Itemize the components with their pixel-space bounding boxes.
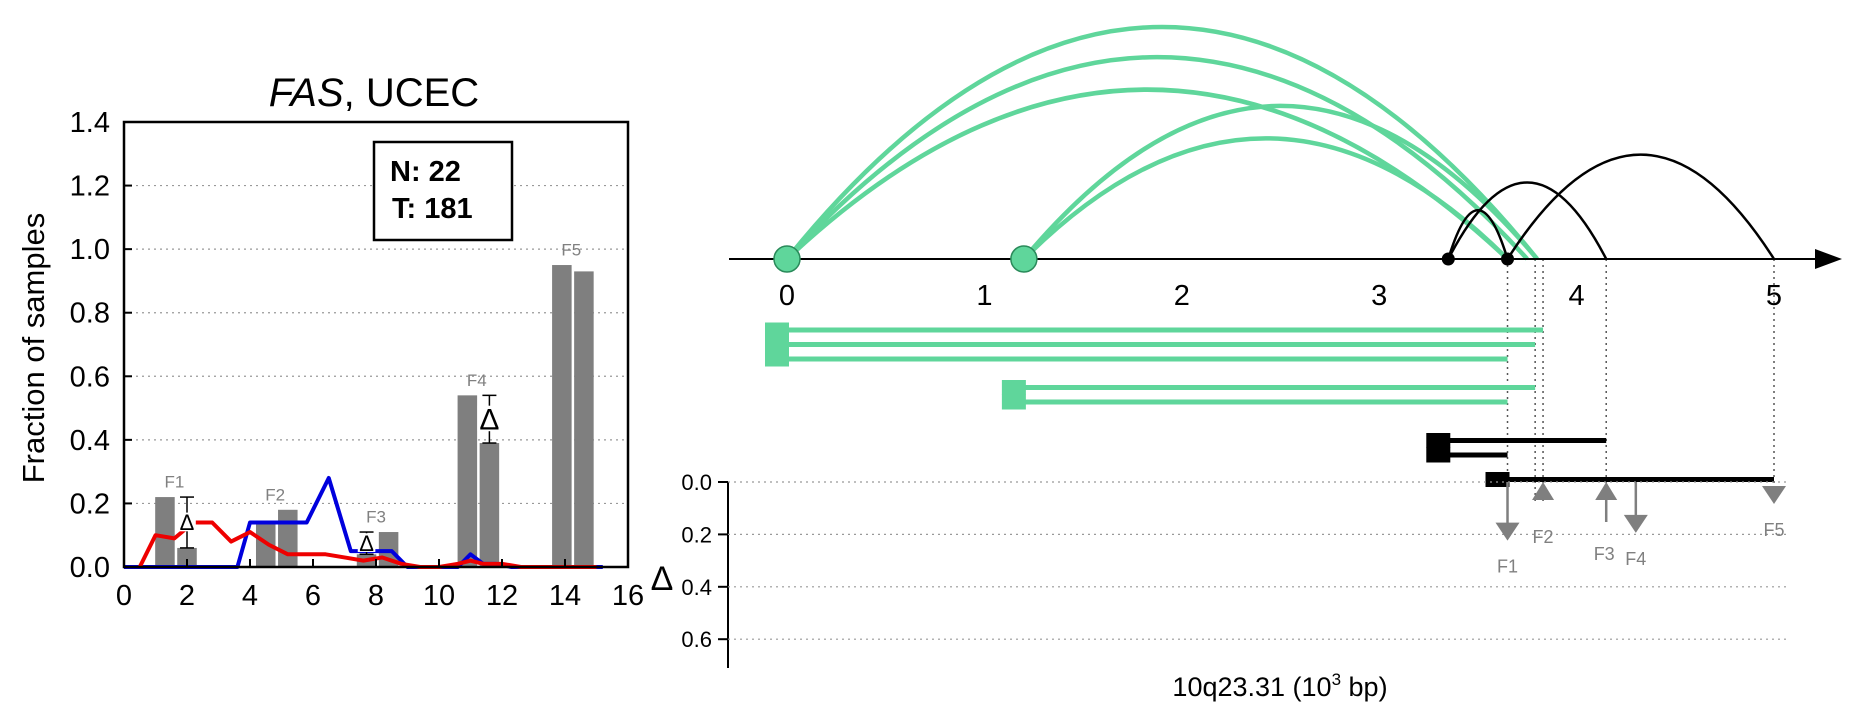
delta-marker-label: F3	[1594, 544, 1615, 564]
delta-marker-down	[1762, 486, 1786, 504]
x-tick-label: 5	[1766, 280, 1782, 312]
feature-labels: F1 F2 F3 F4 F5	[164, 241, 581, 527]
junction-arc	[1447, 181, 1608, 260]
delta-symbol: Δ	[479, 404, 499, 437]
x-axis-label: 10q23.31 (103 bp)	[1172, 670, 1387, 702]
delta-marker-up	[1595, 482, 1618, 500]
x-tick-label: 6	[305, 580, 321, 612]
isoform-start-block	[1001, 394, 1026, 410]
delta-marker-down	[1495, 522, 1520, 541]
junction-arc	[785, 24, 1539, 261]
x-tick-label: 0	[779, 280, 795, 312]
isoform-start-block	[765, 351, 789, 367]
normal-count: N: 22	[390, 156, 461, 188]
delta-y-tick-label: 0.0	[681, 470, 712, 495]
y-tick-label: 0.6	[70, 361, 110, 393]
junction-nodes	[773, 245, 1515, 273]
delta-marker-down	[1623, 514, 1648, 533]
y-axis-label: Fraction of samples	[16, 213, 51, 484]
tumor-count: T: 181	[392, 193, 473, 225]
x-tick-label: 1	[976, 280, 992, 312]
bar	[574, 271, 594, 567]
delta-marker-label: F5	[1763, 520, 1784, 540]
green-node	[1010, 245, 1038, 273]
delta-symbol-bg	[357, 533, 376, 552]
delta-marker-label: F1	[1497, 557, 1518, 577]
y-tick-label: 1.4	[70, 107, 110, 139]
junction-arc	[1506, 153, 1776, 260]
x-axis-ticks: 0 2 4 6 8 10 12 14 16	[116, 559, 644, 612]
delta-marker-up	[1532, 482, 1555, 500]
isoform-start-block	[1001, 380, 1026, 395]
x-tick-label: 4	[1569, 280, 1585, 312]
chart-title: FAS, UCEC	[269, 71, 479, 115]
isoform-start-block	[765, 322, 789, 338]
y-tick-label: 0.8	[70, 298, 110, 330]
delta-symbol: Δ	[359, 531, 374, 556]
x-tick-label: 10	[423, 580, 455, 612]
axis-arrowhead	[1815, 249, 1842, 269]
guide-lines	[1506, 259, 1775, 505]
bar	[457, 395, 478, 567]
junction-arc	[1022, 136, 1510, 261]
junction-arc	[1447, 209, 1509, 260]
x-tick-label: 2	[179, 580, 195, 612]
x-axis-ticks: 0 1 2 3 4 5	[779, 280, 1782, 312]
y-tick-label: 0.2	[70, 488, 110, 520]
sample-count-box: N: 22 T: 181	[372, 140, 514, 242]
feature-label: F5	[561, 241, 581, 260]
delta-symbol-bg	[477, 405, 502, 432]
green-node	[773, 245, 801, 273]
delta-y-tick-label: 0.2	[681, 522, 712, 547]
isoform-start-block	[1485, 472, 1510, 487]
x-tick-label: 12	[486, 580, 518, 612]
delta-y-tick-label: 0.6	[681, 627, 712, 652]
junction-arc	[785, 54, 1529, 261]
delta-symbol-bg	[178, 512, 196, 532]
feature-label: F1	[164, 473, 184, 492]
genomic-axis	[729, 249, 1842, 269]
bar	[479, 443, 500, 567]
delta-markers: F1 F2 F3 F4 F5	[1495, 482, 1786, 577]
feature-label: F2	[265, 485, 285, 504]
x-tick-label: 8	[368, 580, 384, 612]
bar-chart-panel: FAS, UCEC Fraction of samples Δ Δ Δ F1 F2 F3…	[16, 71, 644, 612]
delta-marker-label: F2	[1533, 527, 1554, 547]
junction-arcs	[785, 24, 1776, 261]
feature-label: F4	[467, 371, 487, 390]
x-tick-label: 0	[116, 580, 132, 612]
y-axis-ticks: 0.0 0.2 0.4 0.6 0.8 1.0 1.2 1.4	[70, 107, 132, 584]
x-tick-label: 4	[242, 580, 258, 612]
delta-y-tick-label: 0.4	[681, 575, 712, 600]
bar	[278, 509, 298, 567]
isoform-segments	[765, 322, 1774, 487]
bar	[552, 265, 572, 567]
black-node	[1441, 252, 1455, 266]
x-tick-label: 2	[1174, 280, 1190, 312]
delta-markers: Δ Δ Δ	[178, 394, 502, 556]
y-tick-label: 1.0	[70, 234, 110, 266]
splice-diagram-panel: 0 1 2 3 4 5 0.0 0.2 0.4 0.6 Δ F1 F2 F3 F4 F5 10q23.3…	[651, 24, 1842, 702]
delta-marker-label: F4	[1625, 549, 1646, 569]
y-tick-label: 0.0	[70, 552, 110, 584]
y-tick-label: 1.2	[70, 171, 110, 203]
isoform-start-block	[1426, 447, 1451, 463]
feature-label: F3	[366, 508, 386, 527]
bar	[155, 497, 175, 567]
delta-axis-label: Δ	[651, 560, 674, 598]
delta-symbol: Δ	[180, 510, 195, 535]
isoform-start-block	[1426, 433, 1451, 448]
isoform-start-block	[765, 337, 789, 352]
delta-panel: 0.0 0.2 0.4 0.6 Δ F1 F2 F3 F4 F5	[651, 470, 1790, 668]
y-tick-label: 0.4	[70, 425, 110, 457]
x-tick-label: 16	[612, 580, 644, 612]
x-tick-label: 14	[549, 580, 581, 612]
delta-y-ticks: 0.0 0.2 0.4 0.6	[681, 470, 728, 652]
black-node	[1501, 252, 1515, 266]
bar	[177, 547, 197, 567]
x-tick-label: 3	[1371, 280, 1387, 312]
junction-arc	[1022, 103, 1539, 261]
